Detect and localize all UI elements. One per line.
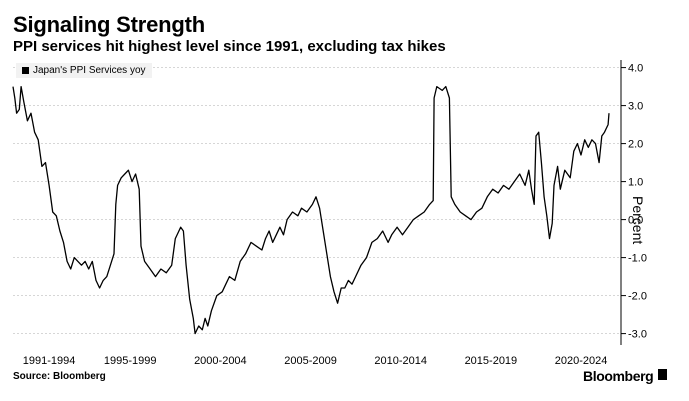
y-tick-label: 0.0 bbox=[628, 215, 643, 227]
x-tick-label: 2015-2019 bbox=[465, 355, 518, 367]
x-tick-label: 1995-1999 bbox=[104, 355, 157, 367]
y-tick-label: 4.0 bbox=[628, 63, 643, 75]
y-tick-label: -2.0 bbox=[628, 291, 647, 303]
chart-title: Signaling Strength bbox=[13, 12, 205, 37]
chart-subtitle: PPI services hit highest level since 199… bbox=[13, 38, 446, 55]
legend-swatch bbox=[22, 67, 29, 74]
x-tick-label: 2000-2004 bbox=[194, 355, 247, 367]
legend: Japan's PPI Services yoy bbox=[16, 63, 152, 78]
y-tick-label: -3.0 bbox=[628, 329, 647, 341]
y-axis-label: Percent bbox=[630, 196, 646, 245]
x-tick-label: 2005-2009 bbox=[284, 355, 337, 367]
x-tick-label: 1991-1994 bbox=[23, 355, 76, 367]
y-tick-label: 1.0 bbox=[628, 177, 643, 189]
y-tick-label: -1.0 bbox=[628, 253, 647, 265]
series-line-japan-ppi-services bbox=[12, 85, 610, 335]
bloomberg-logo: Bloomberg bbox=[583, 368, 654, 384]
y-tick-label: 2.0 bbox=[628, 139, 643, 151]
bloomberg-logo-icon bbox=[658, 369, 667, 380]
plot-area bbox=[13, 60, 620, 345]
legend-label: Japan's PPI Services yoy bbox=[33, 65, 146, 76]
y-tick-label: 3.0 bbox=[628, 101, 643, 113]
source-note: Source: Bloomberg bbox=[13, 371, 106, 382]
x-tick-label: 2020-2024 bbox=[555, 355, 608, 367]
x-tick-label: 2010-2014 bbox=[374, 355, 427, 367]
